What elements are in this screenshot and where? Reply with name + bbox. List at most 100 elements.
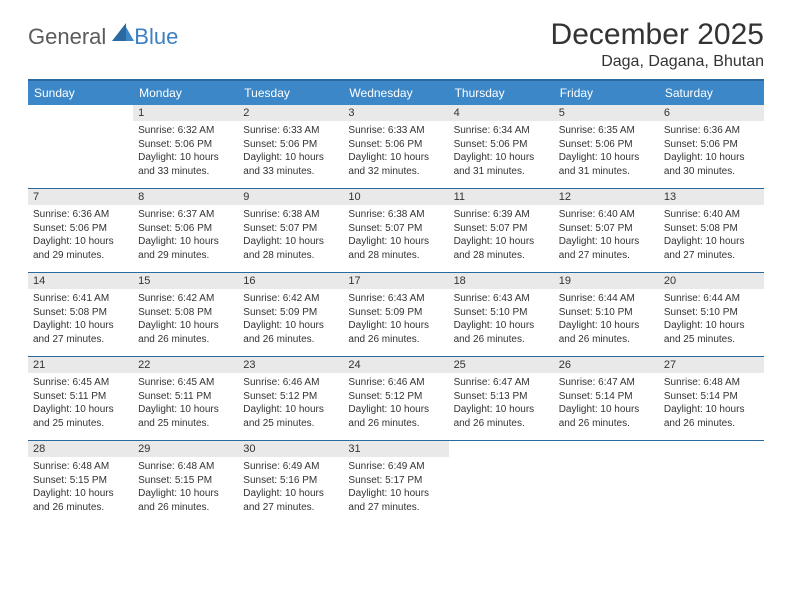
day-number	[554, 441, 659, 457]
day-line: Daylight: 10 hours	[559, 319, 654, 333]
day-line: and 29 minutes.	[33, 249, 128, 263]
day-line: Sunset: 5:12 PM	[348, 390, 443, 404]
weekday-header: Monday	[133, 80, 238, 105]
day-line: and 30 minutes.	[664, 165, 759, 179]
day-line: Daylight: 10 hours	[664, 403, 759, 417]
day-line: Daylight: 10 hours	[559, 151, 654, 165]
day-body: Sunrise: 6:42 AMSunset: 5:08 PMDaylight:…	[133, 289, 238, 356]
day-body: Sunrise: 6:48 AMSunset: 5:14 PMDaylight:…	[659, 373, 764, 440]
day-body	[659, 457, 764, 515]
day-line: Daylight: 10 hours	[348, 151, 443, 165]
day-number: 15	[133, 273, 238, 289]
day-line: Sunrise: 6:44 AM	[559, 292, 654, 306]
day-line: Daylight: 10 hours	[138, 487, 233, 501]
day-line: Sunset: 5:06 PM	[33, 222, 128, 236]
day-body: Sunrise: 6:48 AMSunset: 5:15 PMDaylight:…	[28, 457, 133, 524]
day-cell: 26Sunrise: 6:47 AMSunset: 5:14 PMDayligh…	[554, 357, 659, 441]
day-cell: 9Sunrise: 6:38 AMSunset: 5:07 PMDaylight…	[238, 189, 343, 273]
day-number: 17	[343, 273, 448, 289]
day-body	[449, 457, 554, 515]
day-line: and 25 minutes.	[138, 417, 233, 431]
day-number: 29	[133, 441, 238, 457]
day-line: Sunset: 5:16 PM	[243, 474, 338, 488]
day-number: 16	[238, 273, 343, 289]
day-body: Sunrise: 6:46 AMSunset: 5:12 PMDaylight:…	[238, 373, 343, 440]
day-line: Sunrise: 6:38 AM	[348, 208, 443, 222]
day-cell: 8Sunrise: 6:37 AMSunset: 5:06 PMDaylight…	[133, 189, 238, 273]
day-cell: 2Sunrise: 6:33 AMSunset: 5:06 PMDaylight…	[238, 105, 343, 189]
day-body: Sunrise: 6:49 AMSunset: 5:17 PMDaylight:…	[343, 457, 448, 524]
day-line: Daylight: 10 hours	[138, 403, 233, 417]
day-line: Daylight: 10 hours	[348, 487, 443, 501]
day-line: Sunset: 5:10 PM	[664, 306, 759, 320]
day-body: Sunrise: 6:34 AMSunset: 5:06 PMDaylight:…	[449, 121, 554, 188]
day-line: Daylight: 10 hours	[138, 151, 233, 165]
day-line: Sunset: 5:08 PM	[138, 306, 233, 320]
day-line: Daylight: 10 hours	[348, 235, 443, 249]
day-number: 24	[343, 357, 448, 373]
day-line: and 26 minutes.	[138, 333, 233, 347]
day-line: Sunrise: 6:36 AM	[664, 124, 759, 138]
logo-sail-icon	[112, 23, 134, 48]
day-line: Sunrise: 6:40 AM	[559, 208, 654, 222]
day-cell: 27Sunrise: 6:48 AMSunset: 5:14 PMDayligh…	[659, 357, 764, 441]
day-cell: 1Sunrise: 6:32 AMSunset: 5:06 PMDaylight…	[133, 105, 238, 189]
day-line: Sunrise: 6:47 AM	[454, 376, 549, 390]
day-line: Daylight: 10 hours	[33, 403, 128, 417]
day-body: Sunrise: 6:38 AMSunset: 5:07 PMDaylight:…	[238, 205, 343, 272]
day-line: Sunset: 5:08 PM	[664, 222, 759, 236]
day-line: Sunset: 5:14 PM	[664, 390, 759, 404]
day-number: 28	[28, 441, 133, 457]
weekday-header-row: Sunday Monday Tuesday Wednesday Thursday…	[28, 80, 764, 105]
day-line: Sunset: 5:15 PM	[138, 474, 233, 488]
month-title: December 2025	[551, 18, 764, 51]
day-line: Sunset: 5:17 PM	[348, 474, 443, 488]
day-number: 4	[449, 105, 554, 121]
day-cell: 24Sunrise: 6:46 AMSunset: 5:12 PMDayligh…	[343, 357, 448, 441]
day-line: and 28 minutes.	[348, 249, 443, 263]
day-body: Sunrise: 6:45 AMSunset: 5:11 PMDaylight:…	[28, 373, 133, 440]
day-line: Sunrise: 6:38 AM	[243, 208, 338, 222]
day-number: 12	[554, 189, 659, 205]
day-number: 10	[343, 189, 448, 205]
day-cell: 23Sunrise: 6:46 AMSunset: 5:12 PMDayligh…	[238, 357, 343, 441]
location-label: Daga, Dagana, Bhutan	[551, 53, 764, 71]
day-cell: 6Sunrise: 6:36 AMSunset: 5:06 PMDaylight…	[659, 105, 764, 189]
day-line: Sunset: 5:07 PM	[559, 222, 654, 236]
day-body: Sunrise: 6:39 AMSunset: 5:07 PMDaylight:…	[449, 205, 554, 272]
day-line: Sunset: 5:15 PM	[33, 474, 128, 488]
day-body: Sunrise: 6:40 AMSunset: 5:08 PMDaylight:…	[659, 205, 764, 272]
day-line: Sunrise: 6:39 AM	[454, 208, 549, 222]
day-line: Daylight: 10 hours	[33, 235, 128, 249]
day-line: Daylight: 10 hours	[243, 319, 338, 333]
day-cell	[449, 441, 554, 525]
day-body: Sunrise: 6:44 AMSunset: 5:10 PMDaylight:…	[659, 289, 764, 356]
day-body: Sunrise: 6:33 AMSunset: 5:06 PMDaylight:…	[343, 121, 448, 188]
day-line: and 26 minutes.	[348, 417, 443, 431]
day-line: and 27 minutes.	[33, 333, 128, 347]
day-body: Sunrise: 6:46 AMSunset: 5:12 PMDaylight:…	[343, 373, 448, 440]
day-line: Sunrise: 6:41 AM	[33, 292, 128, 306]
day-number: 2	[238, 105, 343, 121]
day-line: Daylight: 10 hours	[454, 319, 549, 333]
day-line: Sunrise: 6:48 AM	[664, 376, 759, 390]
day-body: Sunrise: 6:36 AMSunset: 5:06 PMDaylight:…	[659, 121, 764, 188]
day-line: Daylight: 10 hours	[664, 319, 759, 333]
day-line: Sunrise: 6:42 AM	[243, 292, 338, 306]
day-line: Sunrise: 6:46 AM	[348, 376, 443, 390]
day-cell: 18Sunrise: 6:43 AMSunset: 5:10 PMDayligh…	[449, 273, 554, 357]
day-line: Daylight: 10 hours	[243, 403, 338, 417]
day-line: Sunrise: 6:48 AM	[138, 460, 233, 474]
day-number: 14	[28, 273, 133, 289]
day-body: Sunrise: 6:43 AMSunset: 5:10 PMDaylight:…	[449, 289, 554, 356]
day-line: Sunset: 5:06 PM	[138, 222, 233, 236]
day-number: 25	[449, 357, 554, 373]
logo-text-blue: Blue	[134, 24, 178, 50]
day-line: Sunrise: 6:43 AM	[348, 292, 443, 306]
day-cell: 13Sunrise: 6:40 AMSunset: 5:08 PMDayligh…	[659, 189, 764, 273]
day-cell: 30Sunrise: 6:49 AMSunset: 5:16 PMDayligh…	[238, 441, 343, 525]
day-line: Daylight: 10 hours	[243, 235, 338, 249]
day-line: Sunrise: 6:44 AM	[664, 292, 759, 306]
logo: General Blue	[28, 24, 178, 50]
day-line: and 26 minutes.	[138, 501, 233, 515]
